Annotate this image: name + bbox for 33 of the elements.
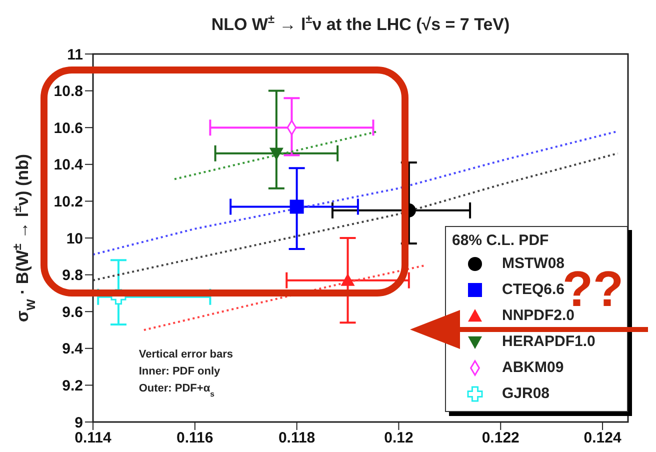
point	[269, 148, 284, 160]
y-tick-label: 9.6	[62, 304, 83, 321]
legend-label: MSTW08	[502, 255, 565, 272]
x-tick-label: 0.114	[74, 430, 112, 447]
y-tick-label: 10	[66, 230, 83, 248]
point	[290, 200, 304, 214]
line-series	[93, 130, 619, 256]
y-tick-label: 10.4	[54, 156, 84, 174]
legend-label: NNPDF2.0	[502, 307, 575, 324]
annotation: Outer: PDF+α$_{s}$	[138, 382, 214, 398]
chart-title: NLO W$^{±}$ → l$^{±}$ν at the LHC (√s = 7 TeV)	[211, 12, 510, 34]
y-tick-label: 11	[67, 46, 83, 64]
x-tick-label: 0.124	[584, 430, 622, 447]
point	[340, 273, 355, 286]
x-tick-label: 0.12	[384, 430, 414, 447]
annotation: Inner: PDF only	[138, 366, 222, 378]
x-tick-label: 0.116	[176, 430, 214, 447]
y-tick-label: 9.2	[62, 378, 83, 395]
y-tick-label: 10.2	[54, 194, 83, 211]
line-series	[142, 264, 426, 331]
x-tick-label: 0.118	[278, 430, 316, 447]
y-tick-label: 9.4	[62, 340, 84, 358]
legend-label: CTEQ6.6	[502, 281, 565, 298]
y-tick-label: 9.8	[62, 267, 83, 284]
legend-label: HERAPDF1.0	[502, 333, 596, 350]
y-tick-label: 9	[74, 414, 83, 432]
annotation: Vertical error bars	[138, 348, 234, 361]
legend-title: 68% C.L. PDF	[452, 231, 550, 251]
y-tick-label: 10.6	[54, 120, 83, 137]
legend-label: GJR08	[502, 385, 550, 402]
x-tick-label: 0.122	[482, 430, 520, 447]
legend-label: ABKM09	[502, 359, 564, 376]
y-tick-label: 10.8	[54, 83, 83, 100]
